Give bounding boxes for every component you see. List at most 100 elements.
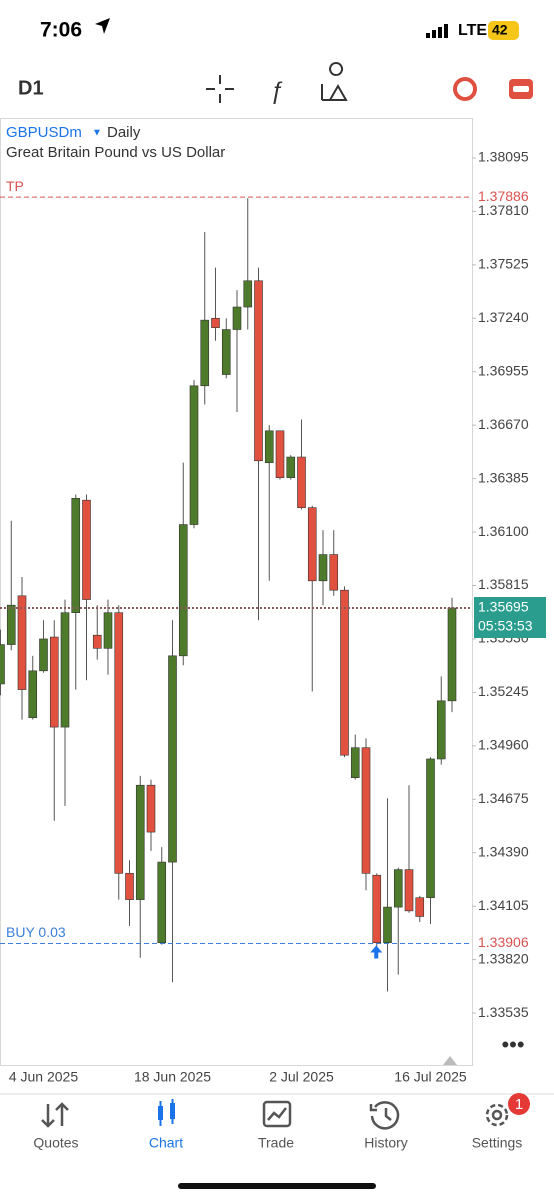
plot-area [0,198,457,992]
y-tick-label: 1.37810 [478,202,529,218]
candle-body [103,612,113,649]
y-tick-label: 1.36385 [478,469,529,485]
candle-body [264,430,274,463]
candle-body [60,612,70,728]
timeframe[interactable]: D1 [18,77,44,99]
candle-body [329,554,339,591]
network: LTE [458,22,487,39]
history-icon [369,1101,400,1130]
last-price: 1.35695 [478,599,529,615]
buy-arrow [370,945,383,959]
account-icon-inner [513,86,529,92]
y-tick-label: 1.34675 [478,790,529,806]
quotes-icon [41,1102,69,1128]
candle-body [39,638,48,672]
x-tick-label: 16 Jul 2025 [394,1069,467,1085]
candle-body [254,280,263,462]
y-tick-label: 1.36670 [478,416,529,432]
candle-body [404,869,414,912]
trade-tab-icon [262,1100,292,1128]
clock: 7:06 [40,19,82,42]
candle-body [393,869,403,908]
home-indicator [178,1183,376,1189]
candle-body [92,634,102,649]
location-icon [95,18,110,34]
y-tick-label: 1.34105 [478,897,529,913]
tab-label[interactable]: Trade [258,1135,294,1151]
candle-body [71,498,81,613]
scroll-marker [443,1056,457,1065]
level-label: BUY 0.03 [6,924,66,940]
y-tick-label: 1.38095 [478,149,529,165]
candle-body [211,317,220,328]
tab-label[interactable]: Chart [149,1135,183,1151]
candle-body [189,385,199,525]
symbol: GBPUSDm [6,124,82,141]
candle-body [275,430,285,478]
trade-icon[interactable] [453,77,477,101]
candle-body [28,670,38,719]
candle-body [426,758,435,899]
signal-icon [426,24,448,38]
candle-body [297,456,306,508]
badge [508,1093,530,1115]
candle-body [82,499,91,600]
last-price-box [474,597,546,639]
y-tick-label: 1.34960 [478,737,529,753]
bar-timer: 05:53:53 [478,618,533,634]
candle-body [17,595,27,690]
y-tick-label: 1.33535 [478,1004,529,1020]
candle-body [372,874,382,944]
badge-count: 1 [515,1096,523,1113]
candle-body [6,604,16,645]
x-tick-label: 18 Jun 2025 [134,1069,211,1085]
level-label: TP [6,178,24,194]
y-tick-label: 1.36100 [478,523,529,539]
more-icon[interactable]: ••• [501,1032,524,1057]
candle-body [157,861,167,944]
candle-body [221,329,231,375]
candle-body [436,700,446,760]
candle-body [200,319,210,387]
candle-body [307,507,317,582]
candle-body [125,873,134,900]
candle-body [232,306,242,330]
candle-body [286,456,296,478]
level-price: 1.37886 [478,188,529,204]
battery [488,21,519,40]
period: Daily [107,124,141,141]
tab-label[interactable]: Quotes [33,1135,78,1151]
x-tick-label: 2 Jul 2025 [269,1069,334,1085]
candle-body [114,612,124,874]
y-tick-label: 1.35815 [478,576,529,592]
y-tick-label: 1.33820 [478,950,529,966]
candle-body [415,897,425,917]
candle-body [350,747,360,779]
crosshair-icon[interactable] [206,75,234,103]
indicators-icon[interactable]: ƒ [270,77,283,104]
candle-body [146,784,156,833]
chart: GBPUSDm ▼ Daily Great Britain Pound vs US D… [0,124,546,1085]
battery-level: 42 [492,22,508,38]
symbol-dropdown: ▼ [92,128,102,139]
y-tick-label: 1.35245 [478,683,529,699]
y-tick-label: 1.36955 [478,362,529,378]
chart-frame [0,118,473,1066]
candle-body [318,554,328,582]
candle-body [383,906,392,944]
candle-body [340,589,349,756]
objects-icon[interactable] [321,62,348,101]
settings-icon [485,1103,509,1127]
chart-icon [158,1099,175,1126]
candle-body [49,636,59,728]
x-tick-label: 4 Jun 2025 [9,1069,78,1085]
candle-body [243,280,253,308]
y-tick-label: 1.37240 [478,309,529,325]
tab-label[interactable]: Settings [472,1135,523,1151]
candle-body [447,607,457,702]
tab-label[interactable]: History [364,1135,408,1151]
candle-body [361,747,371,874]
candle-body [178,524,188,657]
